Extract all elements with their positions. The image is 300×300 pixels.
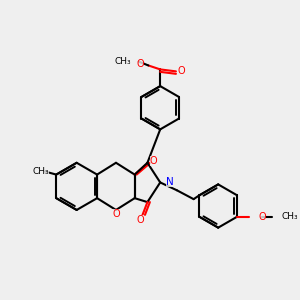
Text: O: O	[137, 58, 145, 68]
Text: CH₃: CH₃	[281, 212, 298, 221]
Text: O: O	[137, 215, 144, 225]
Text: CH₃: CH₃	[32, 167, 49, 176]
Text: O: O	[177, 66, 185, 76]
Text: O: O	[259, 212, 266, 222]
Text: O: O	[112, 209, 120, 219]
Text: CH₃: CH₃	[114, 57, 131, 66]
Text: O: O	[149, 156, 157, 166]
Text: N: N	[166, 177, 174, 188]
